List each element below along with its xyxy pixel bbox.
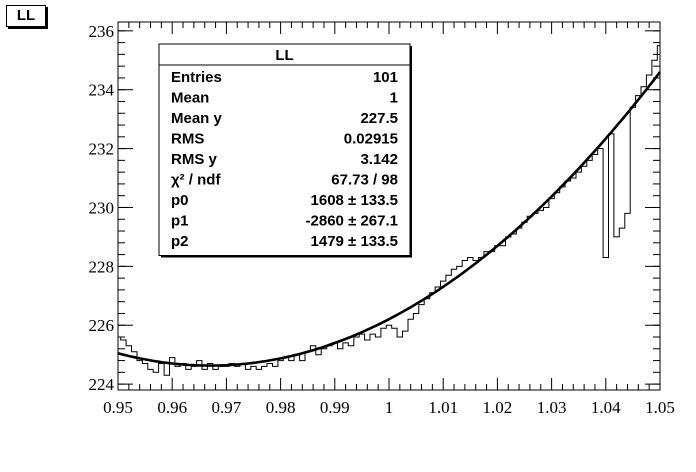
y-tick-label: 226 bbox=[89, 316, 115, 335]
histogram-series bbox=[118, 39, 661, 376]
stats-row-value: 227.5 bbox=[360, 110, 398, 127]
stats-row-value: 0.02915 bbox=[344, 131, 398, 148]
y-tick-label: 228 bbox=[89, 257, 115, 276]
x-tick-label: 1.03 bbox=[537, 398, 567, 417]
stats-row-label: RMS y bbox=[171, 151, 218, 168]
x-tick-label: 1.04 bbox=[591, 398, 621, 417]
stats-row-value: 101 bbox=[373, 69, 398, 86]
stats-row-label: Mean bbox=[171, 90, 209, 107]
stats-box-frame bbox=[158, 43, 411, 256]
y-tick-label: 232 bbox=[89, 140, 115, 159]
x-tick-label: 0.96 bbox=[157, 398, 187, 417]
stats-box-title: LL bbox=[275, 47, 293, 64]
x-tick-label: 0.95 bbox=[103, 398, 133, 417]
stats-row-value: 1608 ± 133.5 bbox=[311, 192, 398, 209]
stats-row-label: p2 bbox=[171, 233, 189, 250]
stats-row-label: p1 bbox=[171, 213, 189, 230]
x-tick-label: 1.01 bbox=[428, 398, 458, 417]
y-tick-label: 224 bbox=[89, 375, 115, 394]
stats-row-label: Mean y bbox=[171, 110, 223, 127]
stats-row-value: 3.142 bbox=[360, 151, 398, 168]
x-tick-label: 0.97 bbox=[212, 398, 242, 417]
x-axis: 0.95 0.96 0.97 0.98 0.99 1 1.01 1.02 1.03 1.04 1.0… bbox=[103, 22, 675, 417]
y-axis: 224 226 228 230 232 234 236 bbox=[89, 22, 660, 394]
x-tick-label: 1.02 bbox=[483, 398, 513, 417]
stats-row-label: RMS bbox=[171, 131, 204, 148]
stats-row-label: p0 bbox=[171, 192, 189, 209]
stats-row-label: Entries bbox=[171, 69, 222, 86]
stats-row-value: -2860 ± 267.1 bbox=[306, 213, 398, 230]
x-tick-label: 1.05 bbox=[645, 398, 675, 417]
stats-row-value: 67.73 / 98 bbox=[331, 172, 398, 189]
y-tick-label: 234 bbox=[89, 81, 115, 100]
stats-row-value: 1479 ± 133.5 bbox=[311, 233, 398, 250]
fit-curve bbox=[117, 71, 662, 367]
x-tick-label: 0.98 bbox=[266, 398, 296, 417]
x-tick-label: 0.99 bbox=[320, 398, 350, 417]
stats-box: LL Entries 101 Mean 1 Mean y 227.5 RMS 0.02915 RM… bbox=[158, 43, 412, 258]
y-tick-label: 236 bbox=[89, 22, 115, 41]
stats-row-label: χ² / ndf bbox=[171, 172, 221, 189]
x-tick-label: 1 bbox=[385, 398, 394, 417]
canvas-title: LL bbox=[6, 5, 46, 27]
stats-row-value: 1 bbox=[390, 90, 398, 107]
y-tick-label: 230 bbox=[89, 198, 115, 217]
